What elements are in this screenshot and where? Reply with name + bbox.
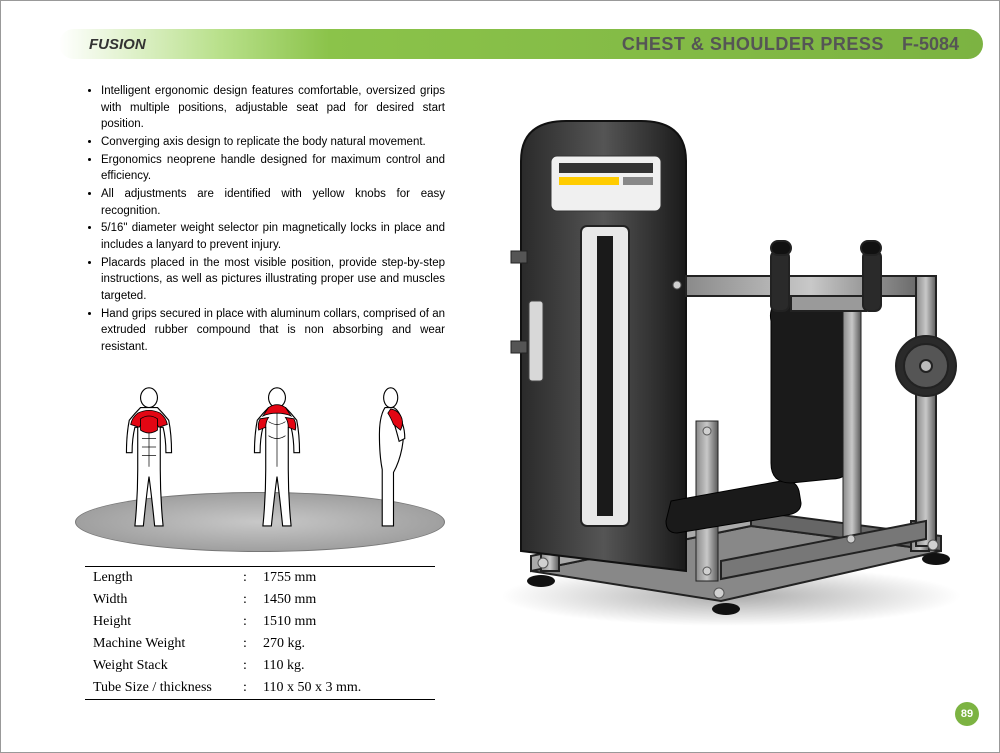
header-bar: FUSION CHEST & SHOULDER PRESS F-5084 — [59, 29, 983, 59]
feature-item: Intelligent ergonomic design features co… — [101, 83, 445, 133]
muscle-figure-front — [104, 385, 194, 540]
spec-sep: : — [235, 566, 255, 589]
feature-item: Hand grips secured in place with aluminu… — [101, 306, 445, 356]
spec-value: 110 x 50 x 3 mm. — [255, 677, 435, 700]
muscle-figure-side — [361, 385, 426, 540]
muscle-diagram — [85, 368, 445, 558]
feature-list: Intelligent ergonomic design features co… — [85, 83, 445, 356]
page-number-badge: 89 — [955, 702, 979, 726]
spec-label: Machine Weight — [85, 633, 235, 655]
machine-image — [471, 101, 961, 641]
spec-label: Tube Size / thickness — [85, 677, 235, 700]
spec-sep: : — [235, 633, 255, 655]
spec-row: Machine Weight:270 kg. — [85, 633, 435, 655]
spec-label: Length — [85, 566, 235, 589]
spec-row: Width:1450 mm — [85, 589, 435, 611]
header-right: CHEST & SHOULDER PRESS F-5084 — [329, 29, 983, 59]
spec-sep: : — [235, 655, 255, 677]
feature-item: 5/16" diameter weight selector pin magne… — [101, 220, 445, 253]
spec-row: Height:1510 mm — [85, 611, 435, 633]
feature-item: Ergonomics neoprene handle designed for … — [101, 152, 445, 185]
spec-value: 1755 mm — [255, 566, 435, 589]
spec-value: 270 kg. — [255, 633, 435, 655]
muscle-figure-back — [232, 385, 322, 540]
spec-sep: : — [235, 589, 255, 611]
product-title: CHEST & SHOULDER PRESS — [622, 34, 884, 55]
spec-value: 110 kg. — [255, 655, 435, 677]
feature-item: All adjustments are identified with yell… — [101, 186, 445, 219]
left-column: Intelligent ergonomic design features co… — [85, 83, 445, 700]
spec-label: Weight Stack — [85, 655, 235, 677]
spec-sep: : — [235, 611, 255, 633]
spec-table: Length:1755 mmWidth:1450 mmHeight:1510 m… — [85, 566, 435, 700]
feature-item: Converging axis design to replicate the … — [101, 134, 445, 151]
product-code: F-5084 — [902, 34, 959, 55]
spec-label: Width — [85, 589, 235, 611]
spec-sep: : — [235, 677, 255, 700]
spec-value: 1510 mm — [255, 611, 435, 633]
feature-item: Placards placed in the most visible posi… — [101, 255, 445, 305]
spec-value: 1450 mm — [255, 589, 435, 611]
spec-row: Weight Stack:110 kg. — [85, 655, 435, 677]
spec-row: Length:1755 mm — [85, 566, 435, 589]
spec-row: Tube Size / thickness:110 x 50 x 3 mm. — [85, 677, 435, 700]
brand-label: FUSION — [59, 29, 329, 59]
spec-label: Height — [85, 611, 235, 633]
